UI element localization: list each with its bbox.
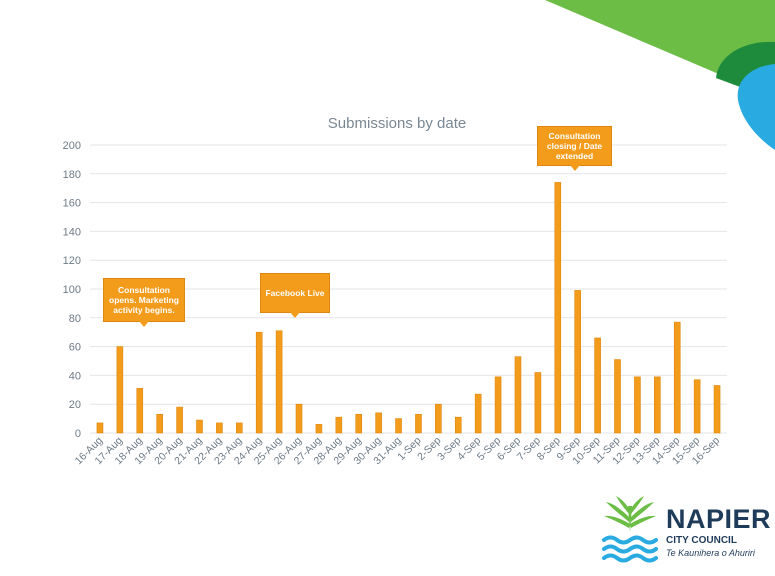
y-tick-label: 80 xyxy=(69,313,81,325)
bar-13-Sep xyxy=(654,376,661,434)
bar-22-Aug xyxy=(216,422,223,434)
bar-20-Aug xyxy=(176,406,183,434)
bar-12-Sep xyxy=(634,376,641,434)
x-axis-ticks: 16-Aug17-Aug18-Aug19-Aug20-Aug21-Aug22-A… xyxy=(73,435,723,468)
bar-14-Sep xyxy=(673,321,681,434)
bar-26-Aug xyxy=(295,403,303,434)
bar-24-Aug xyxy=(255,331,263,434)
bar-29-Aug xyxy=(355,413,363,434)
bar-8-Sep xyxy=(554,182,562,434)
logo-tagline: Te Kaunihera o Ahuriri xyxy=(666,548,755,558)
bar-1-Sep xyxy=(415,413,422,434)
y-tick-label: 100 xyxy=(63,284,81,296)
bar-5-Sep xyxy=(494,376,502,434)
y-tick-label: 40 xyxy=(69,370,81,382)
logo-name: NAPIER xyxy=(666,504,772,534)
bar-18-Aug xyxy=(136,388,144,434)
bar-27-Aug xyxy=(315,424,323,434)
bar-7-Sep xyxy=(534,372,542,434)
annotation-facebook-live: Facebook Live xyxy=(260,273,330,318)
y-tick-label: 160 xyxy=(63,198,81,210)
bar-25-Aug xyxy=(275,330,283,434)
logo-subtitle: CITY COUNCIL xyxy=(666,535,737,546)
bar-9-Sep xyxy=(574,290,582,434)
y-tick-label: 0 xyxy=(75,428,81,440)
bar-11-Sep xyxy=(614,359,621,434)
napier-city-council-logo: NAPIER CITY COUNCIL Te Kaunihera o Ahuri… xyxy=(598,492,772,566)
bar-6-Sep xyxy=(514,356,522,434)
bar-15-Sep xyxy=(693,379,701,434)
y-tick-label: 200 xyxy=(63,140,81,152)
annotation-consultation-opens: Consultation opens. Marketing activity b… xyxy=(103,278,185,327)
bar-19-Aug xyxy=(156,413,163,434)
bar-28-Aug xyxy=(335,416,343,434)
y-tick-label: 180 xyxy=(63,169,81,181)
bar-2-Sep xyxy=(435,403,442,434)
bar-17-Aug xyxy=(116,346,124,434)
bar-31-Aug xyxy=(395,418,402,434)
fern-waves-icon xyxy=(602,496,658,563)
bar-21-Aug xyxy=(196,419,203,434)
bar-10-Sep xyxy=(594,337,601,434)
y-tick-label: 20 xyxy=(69,399,81,411)
grid-lines xyxy=(90,144,727,434)
bar-4-Sep xyxy=(474,393,482,434)
bar-16-Aug xyxy=(96,422,104,434)
y-axis-ticks: 0 20 40 60 80 100 120 140 160 180 200 xyxy=(63,140,81,440)
y-tick-label: 60 xyxy=(69,342,81,354)
bar-30-Aug xyxy=(375,412,382,434)
annotation-consultation-closing: Consultation closing / Date extended xyxy=(537,126,612,171)
bar-3-Sep xyxy=(454,416,462,434)
y-tick-label: 140 xyxy=(63,226,81,238)
bars xyxy=(96,182,721,434)
y-tick-label: 120 xyxy=(63,255,81,267)
bar-23-Aug xyxy=(235,422,243,434)
bar-16-Sep xyxy=(713,385,721,434)
chart-title: Submissions by date xyxy=(328,115,466,132)
cyan-shape xyxy=(737,64,775,150)
